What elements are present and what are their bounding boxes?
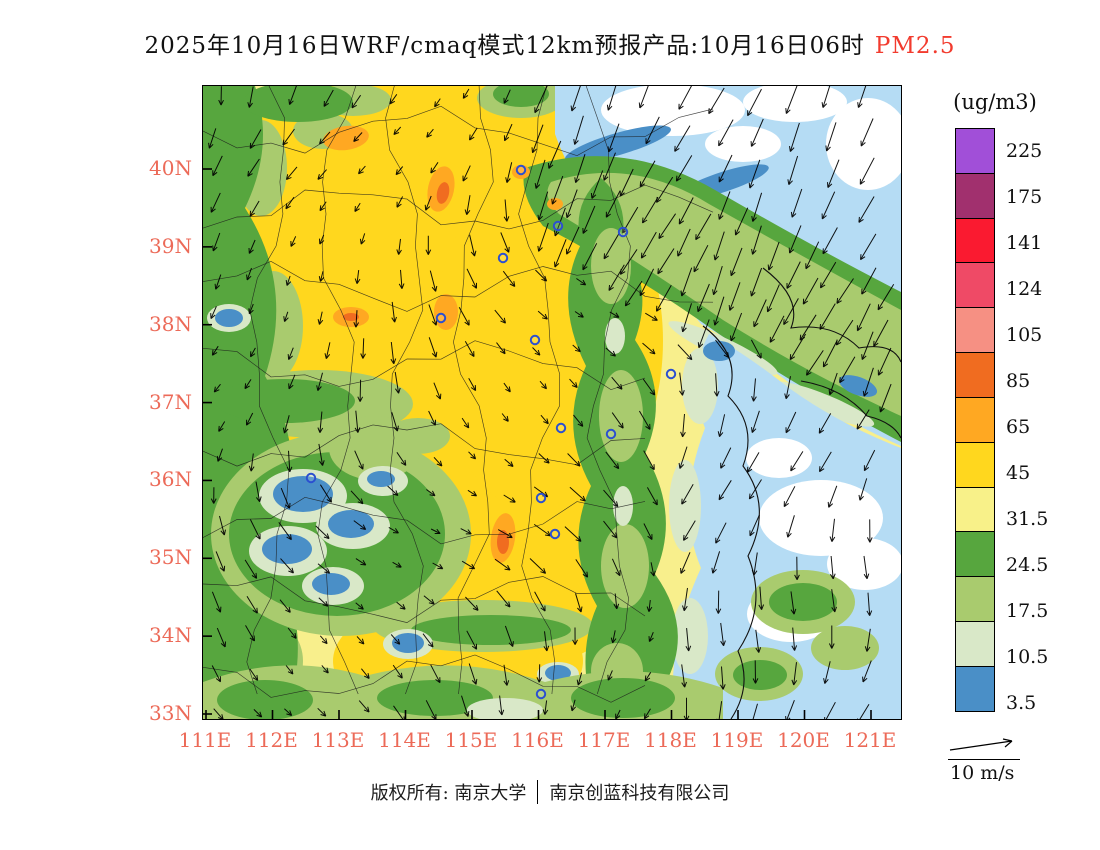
colorbar-cell bbox=[955, 262, 995, 309]
lon-tick-label: 115E bbox=[444, 728, 498, 752]
colorbar-tick-label: 31.5 bbox=[1006, 508, 1049, 530]
colorbar-tick-label: 141 bbox=[1006, 232, 1043, 254]
lat-tick-label: 38N bbox=[149, 311, 192, 336]
lon-tick-label: 119E bbox=[710, 728, 764, 752]
lat-tick-label: 40N bbox=[149, 156, 192, 180]
footer-divider bbox=[537, 780, 539, 804]
colorbar-tick-label: 10.5 bbox=[1006, 646, 1049, 668]
colorbar-cell bbox=[955, 576, 995, 623]
lon-tick-label: 118E bbox=[644, 728, 697, 752]
copyright-right: 南京创蓝科技有限公司 bbox=[549, 783, 730, 804]
page-title-pollutant: PM2.5 bbox=[874, 33, 956, 59]
copyright-footer: 版权所有: 南京大学 南京创蓝科技有限公司 bbox=[0, 779, 1100, 805]
lat-tick-label: 35N bbox=[149, 545, 192, 570]
wind-scale-legend: 10 m/s bbox=[946, 736, 1032, 784]
lon-tick-label: 121E bbox=[843, 728, 897, 752]
wind-arrows-layer bbox=[208, 86, 895, 719]
colorbar-cell bbox=[955, 352, 995, 399]
lon-tick-label: 116E bbox=[511, 728, 564, 752]
lon-tick-label: 117E bbox=[577, 728, 631, 752]
colorbar-tick-label: 175 bbox=[1006, 186, 1043, 208]
lon-tick-label: 120E bbox=[777, 728, 830, 752]
colorbar-cell bbox=[955, 217, 995, 264]
colorbar-cell bbox=[955, 531, 995, 578]
colorbar-tick-label: 45 bbox=[1006, 462, 1031, 484]
page-title: 2025年10月16日WRF/cmaq模式12km预报产品:10月16日06时 P… bbox=[0, 26, 1100, 60]
pm25-contour-map bbox=[203, 86, 901, 719]
colorbar-cell bbox=[955, 396, 995, 443]
colorbar-tick-label: 105 bbox=[1006, 324, 1043, 346]
colorbar-cell bbox=[955, 665, 995, 712]
colorbar-cell bbox=[955, 307, 995, 354]
wind-scale-arrow-icon bbox=[949, 738, 1013, 751]
colorbar-cell bbox=[955, 172, 995, 219]
colorbar-cell bbox=[955, 128, 995, 174]
colorbar-tick-label: 17.5 bbox=[1006, 600, 1049, 622]
wind-scale-label: 10 m/s bbox=[950, 762, 1015, 784]
lon-tick-label: 113E bbox=[311, 728, 365, 752]
colorbar-tick-label: 225 bbox=[1006, 140, 1043, 162]
colorbar-tick-label: 24.5 bbox=[1006, 554, 1049, 576]
colorbar-tick-label: 124 bbox=[1006, 278, 1043, 300]
lon-tick-label: 112E bbox=[245, 728, 298, 752]
station-markers-layer bbox=[305, 164, 677, 700]
colorbar-cell bbox=[955, 620, 995, 667]
colorbar-tick-label: 65 bbox=[1006, 416, 1031, 438]
colorbar-tick-label: 3.5 bbox=[1006, 692, 1037, 714]
lon-tick-label: 114E bbox=[378, 728, 431, 752]
colorbar-cell bbox=[955, 486, 995, 533]
lat-tick-label: 37N bbox=[149, 389, 192, 414]
boundary-lines-layer bbox=[203, 86, 714, 703]
copyright-left: 版权所有: 南京大学 bbox=[370, 783, 527, 804]
forecast-map bbox=[202, 85, 902, 720]
page-title-main: 2025年10月16日WRF/cmaq模式12km预报产品:10月16日06时 bbox=[144, 33, 865, 59]
colorbar-tick-label: 85 bbox=[1006, 370, 1031, 392]
colorbar-unit-label: (ug/m3) bbox=[953, 90, 1037, 114]
lat-tick-label: 33N bbox=[149, 700, 192, 725]
axis-ticks-layer bbox=[203, 168, 872, 719]
lat-tick-label: 36N bbox=[149, 467, 192, 492]
wind-scale-divider bbox=[948, 759, 1020, 760]
colorbar bbox=[955, 128, 995, 712]
lat-tick-label: 39N bbox=[149, 233, 192, 258]
lat-tick-label: 34N bbox=[149, 623, 192, 648]
map-regions bbox=[203, 86, 901, 719]
colorbar-cell bbox=[955, 441, 995, 488]
lon-tick-label: 111E bbox=[178, 728, 232, 752]
